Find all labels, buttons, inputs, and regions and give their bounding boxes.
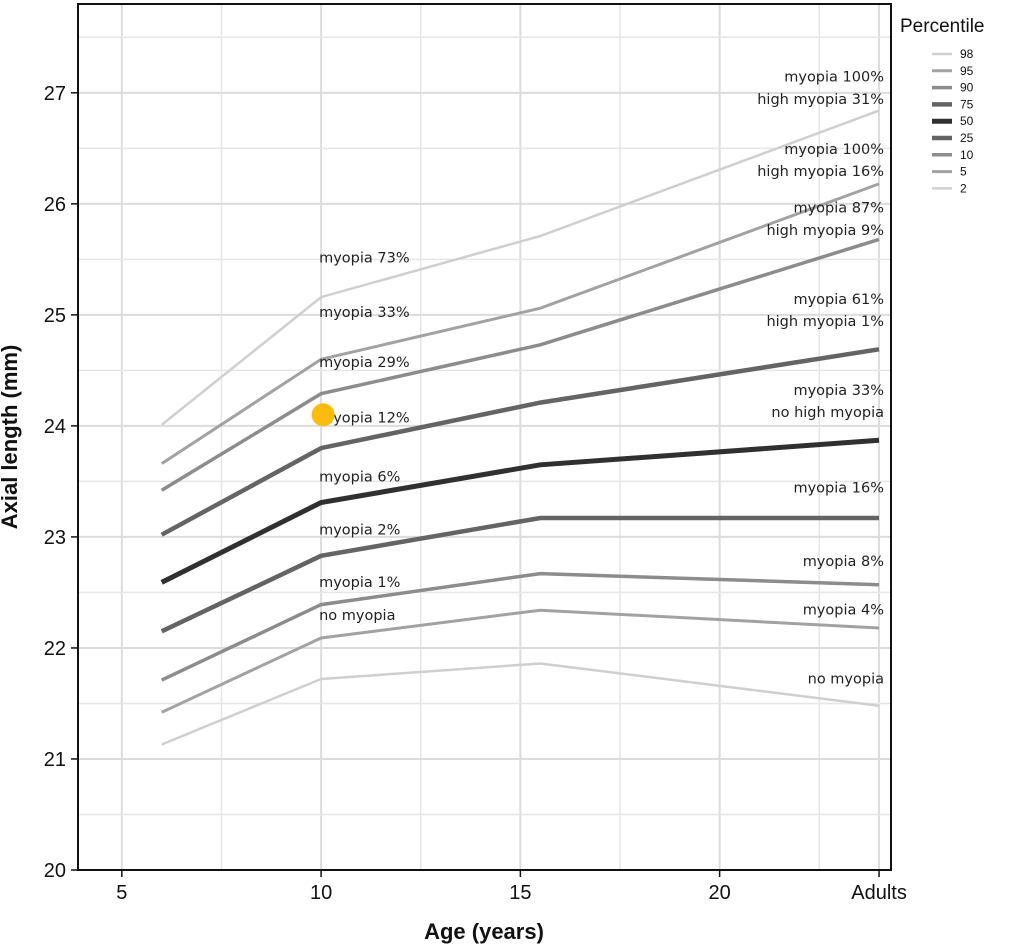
legend-label-p98: 98 [960, 47, 974, 61]
legend-title: Percentile [900, 16, 985, 37]
legend-label-p50: 50 [960, 114, 974, 128]
y-axis-title: Axial length (mm) [0, 345, 22, 530]
highlight-layer [311, 403, 335, 427]
x-axis-ticks: 5 10 15 20 Adults [116, 870, 907, 904]
y-tick-label: 27 [44, 83, 66, 105]
series-line-p98 [160, 109, 880, 426]
annotation-age10: myopia 6% [319, 469, 400, 485]
annotation-age10: myopia 33% [319, 305, 410, 321]
annotation-adults: myopia 61% [793, 292, 884, 308]
series-line-p50 [160, 437, 880, 585]
annotation-age10: no myopia [319, 608, 395, 624]
annotation-adults: myopia 33% [793, 383, 884, 399]
annotation-age10: myopia 2% [319, 523, 400, 539]
annotation-adults: myopia 87% [793, 201, 884, 217]
series-line-p95 [160, 182, 880, 465]
annotation-adults: myopia 100% [784, 70, 884, 86]
annotation-adults: no high myopia [771, 405, 884, 421]
series-line-p10 [160, 571, 880, 682]
highlight-point [311, 403, 335, 427]
annotation-adults: myopia 16% [793, 481, 884, 497]
series-line-p25 [160, 515, 879, 634]
legend-label-p95: 95 [960, 64, 974, 78]
annotation-adults: high myopia 1% [766, 314, 884, 330]
series-lines [160, 109, 880, 746]
x-tick-label: 5 [116, 882, 127, 904]
y-tick-label: 22 [44, 638, 66, 660]
annotation-age10: myopia 29% [319, 355, 410, 371]
annotation-adults: myopia 100% [784, 142, 884, 158]
series-line-p5 [161, 608, 880, 714]
x-tick-label: Adults [851, 882, 907, 904]
y-tick-label: 23 [44, 527, 66, 549]
series-line-p75 [160, 347, 880, 537]
x-tick-label: 20 [709, 882, 731, 904]
annotation-age10: myopia 73% [319, 251, 410, 267]
legend-label-p5: 5 [960, 165, 967, 179]
y-tick-label: 26 [44, 194, 66, 216]
series-line-p2 [161, 662, 880, 746]
y-tick-label: 25 [44, 305, 66, 327]
x-tick-label: 15 [509, 882, 531, 904]
x-tick-label: 10 [310, 882, 332, 904]
series-line-p90 [160, 237, 880, 492]
annotation-adults: high myopia 31% [757, 92, 884, 108]
y-tick-label: 21 [44, 749, 66, 771]
legend-label-p10: 10 [960, 148, 974, 162]
annotation-age10: myopia 12% [319, 411, 410, 427]
y-tick-label: 20 [44, 860, 66, 882]
annotation-adults: high myopia 16% [757, 164, 884, 180]
legend-label-p75: 75 [960, 97, 974, 111]
annotation-adults: no myopia [808, 671, 884, 687]
annotations: myopia 73% myopia 33% myopia 29% myopia 12%… [319, 70, 884, 688]
legend: Percentile 98 95 90 75 50 25 10 5 2 [900, 16, 985, 195]
y-axis-ticks: 20 21 22 23 24 25 26 27 [44, 83, 78, 882]
legend-label-p2: 2 [960, 181, 967, 195]
plot-frame [77, 3, 892, 871]
y-tick-label: 24 [44, 416, 66, 438]
annotation-adults: high myopia 9% [766, 223, 884, 239]
annotation-age10: myopia 1% [319, 575, 400, 591]
annotation-adults: myopia 4% [803, 603, 884, 619]
x-axis-title: Age (years) [424, 919, 544, 944]
legend-label-p25: 25 [960, 131, 974, 145]
annotation-adults: myopia 8% [803, 554, 884, 570]
legend-label-p90: 90 [960, 81, 974, 95]
